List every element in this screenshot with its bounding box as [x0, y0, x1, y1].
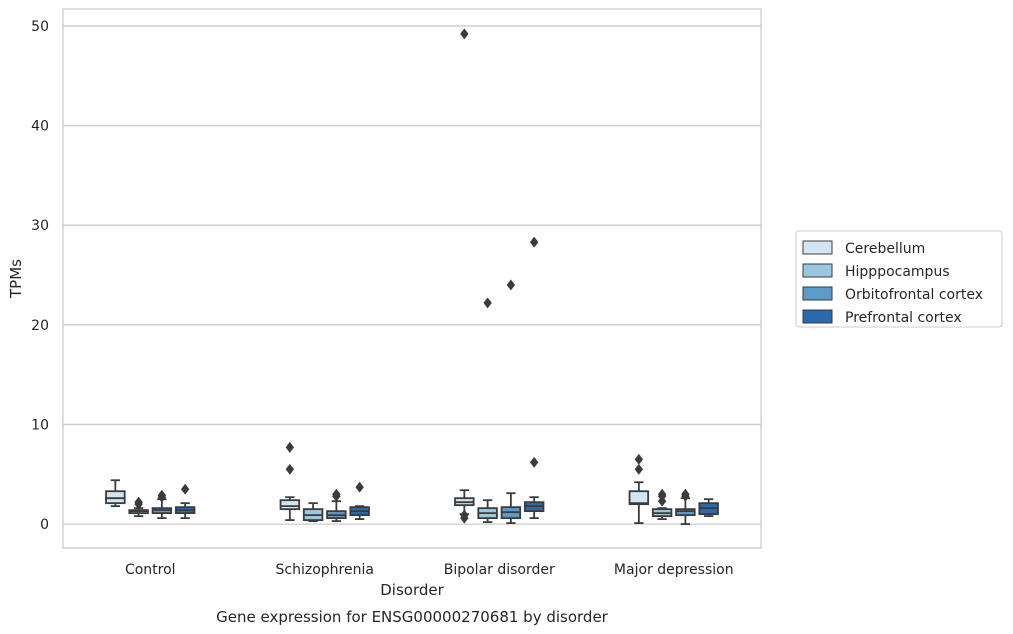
outlier-point [506, 279, 516, 291]
x-tick-label: Control [125, 562, 176, 578]
outlier-point [657, 488, 667, 500]
box-iqr [628, 490, 650, 506]
box-iqr [105, 490, 126, 505]
outlier-point [285, 463, 295, 475]
y-tick-label: 30 [31, 218, 49, 234]
box [477, 297, 498, 523]
y-axis-label: TPMs [7, 259, 25, 299]
y-tick-label: 50 [31, 19, 49, 35]
outlier-point [460, 28, 469, 40]
series-cerebellum [105, 28, 650, 524]
box-iqr [675, 508, 696, 517]
y-tick-label: 0 [40, 517, 49, 533]
outlier-point [483, 297, 492, 309]
y-tick-label: 40 [31, 119, 49, 135]
box [105, 479, 126, 508]
y-tick-label: 20 [31, 318, 49, 334]
box [454, 28, 475, 524]
outlier-point [180, 483, 190, 495]
outlier-point [285, 441, 295, 453]
plot-area-frame [62, 8, 762, 549]
x-tick-label: Major depression [614, 562, 734, 578]
legend-swatch [802, 240, 833, 255]
box [302, 502, 324, 522]
outlier-point [460, 509, 469, 521]
box [628, 453, 650, 524]
legend-label: Hipppocampus [845, 264, 950, 280]
x-tick-label: Schizophrenia [276, 562, 374, 578]
outlier-point [634, 463, 644, 475]
box [651, 488, 673, 521]
box-plot-series [105, 28, 719, 525]
legend-label: Cerebellum [845, 241, 925, 257]
box [675, 488, 696, 525]
y-axis-ticks: 0 10 20 30 40 50 [31, 19, 49, 533]
legend-swatch [802, 263, 833, 278]
legend-label: Prefrontal cortex [845, 310, 962, 326]
legend-swatch [802, 286, 833, 301]
series-hipppocampus [128, 297, 673, 523]
box [500, 279, 522, 524]
box-iqr [279, 499, 301, 511]
outlier-point [134, 496, 143, 508]
box [174, 483, 196, 520]
box [698, 498, 719, 518]
box [326, 488, 347, 522]
box [349, 481, 370, 521]
legend-label: Orbitofrontal cortex [845, 287, 983, 303]
box [523, 236, 545, 520]
x-axis-label: Disorder [380, 581, 444, 599]
x-tick-label: Bipolar disorder [444, 562, 555, 578]
box [279, 441, 301, 522]
y-tick-label: 10 [31, 417, 49, 433]
y-gridlines [63, 25, 761, 525]
legend-frame [795, 230, 1003, 328]
series-prefrontal-cortex [174, 236, 719, 521]
outlier-point [332, 488, 341, 500]
outlier-point [355, 481, 364, 493]
series-orbitofrontal-cortex [151, 279, 696, 525]
legend-swatch [802, 309, 833, 324]
outlier-point [634, 453, 644, 465]
outlier-point [529, 456, 539, 468]
outlier-point [681, 488, 690, 500]
chart-caption: Gene expression for ENSG00000270681 by d… [216, 608, 609, 626]
outlier-point [157, 489, 167, 501]
box [151, 489, 173, 520]
box [128, 496, 149, 518]
outlier-point [529, 236, 539, 248]
legend: Cerebellum Hipppocampus Orbitofrontal cort… [795, 230, 1003, 328]
x-axis-ticks: Control Schizophrenia Bipolar disorder Majo… [125, 562, 734, 578]
